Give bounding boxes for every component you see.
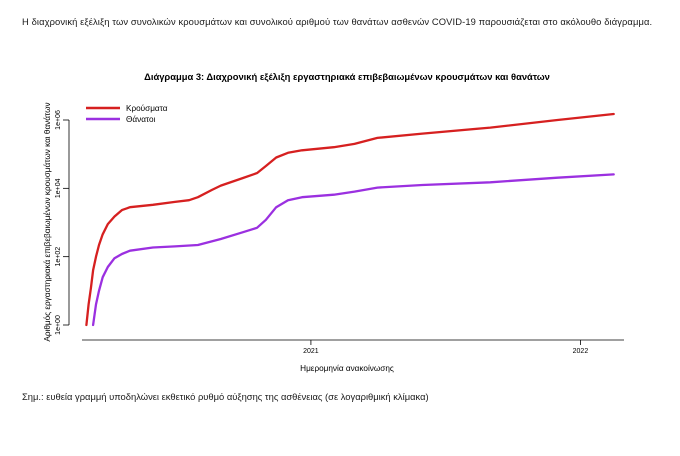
series-line-deaths: [91, 173, 615, 327]
series-lines: [85, 112, 615, 327]
chart: Διάγραμμα 3: Διαχρονική εξέλιξη εργαστηρ…: [43, 71, 624, 373]
legend: Κρούσματα Θάνατοι: [86, 104, 168, 124]
y-ticks: 1e+00 1e+02 1e+04 1e+06: [55, 110, 69, 335]
y-tick-label: 1e+02: [55, 247, 62, 267]
chart-title: Διάγραμμα 3: Διαχρονική εξέλιξη εργαστηρ…: [144, 71, 550, 82]
intro-paragraph: Η διαχρονική εξέλιξη των συνολικών κρουσ…: [22, 16, 653, 27]
x-ticks: 2021 2022: [303, 340, 588, 355]
series-line-cases: [85, 112, 615, 327]
y-tick-label: 1e+00: [55, 315, 62, 335]
legend-label-cases: Κρούσματα: [126, 104, 168, 113]
legend-label-deaths: Θάνατοι: [126, 115, 156, 124]
x-axis-label: Ημερομηνία ανακοίνωσης: [300, 364, 394, 373]
x-tick-label: 2021: [303, 348, 319, 355]
footnote: Σημ.: ευθεία γραμμή υποδηλώνει εκθετικό …: [22, 391, 429, 402]
y-tick-label: 1e+04: [55, 178, 62, 198]
x-tick-label: 2022: [573, 348, 589, 355]
y-axis-label: Αριθμός εργαστηριακά επιβεβαιωμένων κρου…: [43, 102, 52, 341]
y-tick-label: 1e+06: [55, 110, 62, 130]
axes: [68, 120, 624, 341]
